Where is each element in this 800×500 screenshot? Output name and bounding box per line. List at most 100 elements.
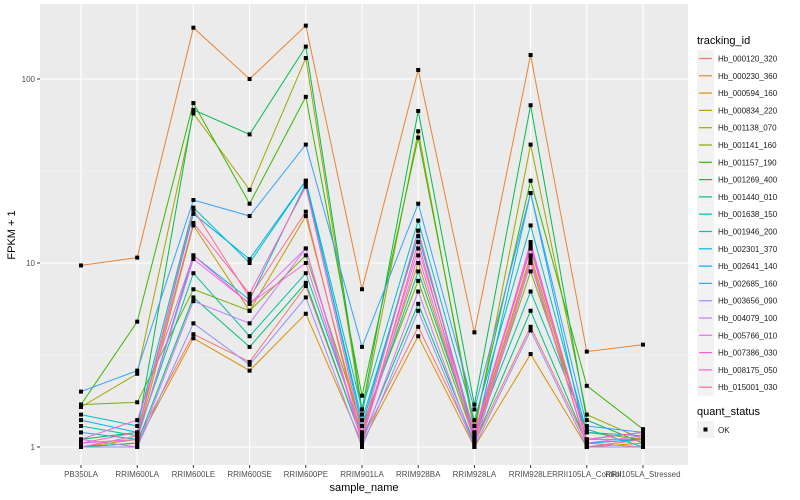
data-point xyxy=(416,201,421,206)
data-point xyxy=(79,404,83,409)
data-point xyxy=(79,441,83,446)
data-point xyxy=(528,324,533,329)
data-point xyxy=(360,287,364,292)
data-point xyxy=(191,287,196,292)
data-point xyxy=(79,402,83,407)
data-point xyxy=(416,234,421,239)
data-point xyxy=(135,371,140,376)
data-point xyxy=(584,418,589,423)
data-point xyxy=(472,330,477,335)
data-point xyxy=(191,336,196,341)
legend-label: Hb_002685_160 xyxy=(718,279,778,288)
series-points xyxy=(79,23,645,449)
data-point xyxy=(135,437,140,442)
data-point xyxy=(360,424,364,429)
data-point xyxy=(303,181,308,186)
legend-label: Hb_000594_160 xyxy=(718,89,778,98)
data-point xyxy=(191,220,196,225)
data-point xyxy=(360,437,364,442)
data-point xyxy=(360,344,364,349)
data-point xyxy=(79,389,83,394)
data-point xyxy=(360,445,364,449)
data-point xyxy=(528,223,533,228)
data-point xyxy=(472,437,477,442)
legend-label: Hb_002301_370 xyxy=(718,245,778,254)
data-point xyxy=(191,223,196,228)
data-point xyxy=(191,299,196,304)
data-point xyxy=(303,295,308,300)
data-point xyxy=(584,441,589,446)
legend-label: Hb_003656_090 xyxy=(718,297,778,306)
data-point xyxy=(303,280,308,285)
x-tick-label: RRII105LA_Control xyxy=(552,470,622,479)
data-point xyxy=(79,412,83,417)
legend-label: Hb_001946_200 xyxy=(718,228,778,237)
x-tick-label: PB350LA xyxy=(64,470,98,479)
data-point xyxy=(528,328,533,333)
legend-label: Hb_000120_320 xyxy=(718,55,778,64)
x-tick-label: RRII105LA_Stressed xyxy=(605,470,680,479)
data-point xyxy=(584,437,589,442)
data-point xyxy=(247,257,252,262)
data-point xyxy=(191,101,196,106)
data-point xyxy=(247,362,252,367)
legend2-point-icon xyxy=(703,427,708,432)
data-point xyxy=(247,321,252,326)
data-point xyxy=(79,418,83,423)
data-point xyxy=(472,445,477,449)
data-point xyxy=(191,253,196,258)
x-tick-label: RRIM928BA xyxy=(396,470,441,479)
data-point xyxy=(247,334,252,339)
data-point xyxy=(303,253,308,258)
data-point xyxy=(79,263,83,268)
x-tick-label: RRIM901LA xyxy=(340,470,384,479)
data-point xyxy=(416,324,421,329)
data-point xyxy=(528,352,533,357)
legend2-label: OK xyxy=(718,426,730,435)
data-point xyxy=(472,433,477,438)
data-point xyxy=(135,368,140,373)
data-point xyxy=(303,271,308,276)
data-point xyxy=(191,321,196,326)
y-tick-label: 10 xyxy=(26,259,35,268)
legend-label: Hb_007386_030 xyxy=(718,349,778,358)
legend-label: Hb_001157_190 xyxy=(718,158,777,167)
data-point xyxy=(641,437,645,442)
legend2-title: quant_status xyxy=(697,406,760,418)
legend-label: Hb_015001_030 xyxy=(718,383,778,392)
x-tick-label: RRIM928LE xyxy=(509,470,553,479)
data-point xyxy=(528,243,533,248)
data-point xyxy=(191,207,196,212)
data-point xyxy=(247,291,252,296)
data-point xyxy=(79,424,83,429)
data-point xyxy=(584,430,589,435)
data-point xyxy=(416,289,421,294)
data-point xyxy=(641,430,645,435)
data-point xyxy=(641,445,645,449)
data-point xyxy=(191,197,196,202)
data-point xyxy=(584,424,589,429)
data-point xyxy=(472,402,477,407)
data-point xyxy=(584,349,589,354)
legend-title: tracking_id xyxy=(697,35,750,47)
x-tick-label: RRIM600LE xyxy=(172,470,216,479)
data-point xyxy=(416,218,421,223)
legend-label: Hb_000230_360 xyxy=(718,72,778,81)
data-point xyxy=(247,77,252,81)
data-point xyxy=(303,246,308,251)
legend-label: Hb_001440_010 xyxy=(718,193,778,202)
data-point xyxy=(247,214,252,219)
data-point xyxy=(191,211,196,216)
data-point xyxy=(303,23,308,28)
y-axis-title: FPKM + 1 xyxy=(6,210,18,259)
data-point xyxy=(528,103,533,108)
data-point xyxy=(135,400,140,405)
data-point xyxy=(416,129,421,134)
data-point xyxy=(584,427,589,432)
data-point xyxy=(79,437,83,442)
data-point xyxy=(416,269,421,274)
legend-label: Hb_001638_150 xyxy=(718,210,778,219)
data-point xyxy=(191,295,196,300)
legend-label: Hb_002641_140 xyxy=(718,262,778,271)
data-point xyxy=(135,319,140,324)
